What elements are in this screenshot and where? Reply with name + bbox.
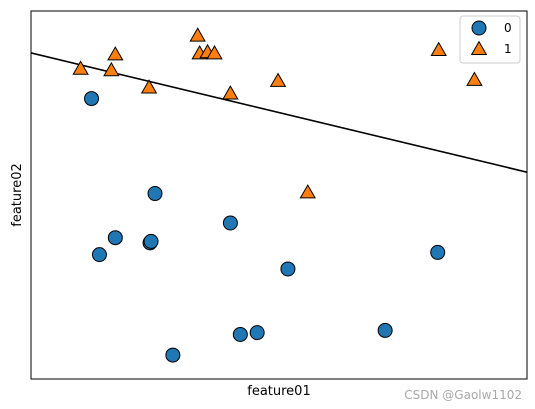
series-1-point-12 [299,184,316,199]
series-0-point-12 [430,244,446,260]
series-0-point-2 [107,230,123,246]
series-0-point-6 [222,215,238,231]
y-axis-label: feature02 [10,163,25,226]
legend: 01 [459,15,521,64]
series-1-point-7 [140,79,158,94]
legend-label-0: 0 [504,21,512,35]
series-0-point-1 [147,186,163,202]
x-axis-label: feature01 [247,384,310,399]
decision-boundary-line [31,52,527,173]
series-0-point-11 [377,322,393,338]
legend-marker-0 [471,20,487,36]
series-1-point-5 [72,60,89,75]
legend-label-1: 1 [504,42,512,56]
series-0-point-7 [280,261,296,277]
series-0-point-3 [91,247,107,263]
series-1-point-4 [107,46,124,61]
series-1-point-6 [103,61,120,77]
series-0-point-5 [143,233,159,249]
series-1-point-3 [206,44,223,60]
series-1-point-9 [269,72,287,87]
plot-marks [31,27,527,363]
legend-marker-1 [470,40,488,56]
series-1-point-10 [430,41,447,57]
watermark: CSDN @Gaolw1102 [404,388,522,402]
series-0-point-8 [249,325,265,341]
series-1-point-8 [222,85,239,100]
series-1-point-0 [189,27,206,42]
series-1-point-11 [466,71,483,86]
series-0-point-10 [165,347,181,363]
series-0-point-0 [84,91,100,107]
plot-frame [30,10,528,380]
series-0-point-9 [232,326,248,342]
